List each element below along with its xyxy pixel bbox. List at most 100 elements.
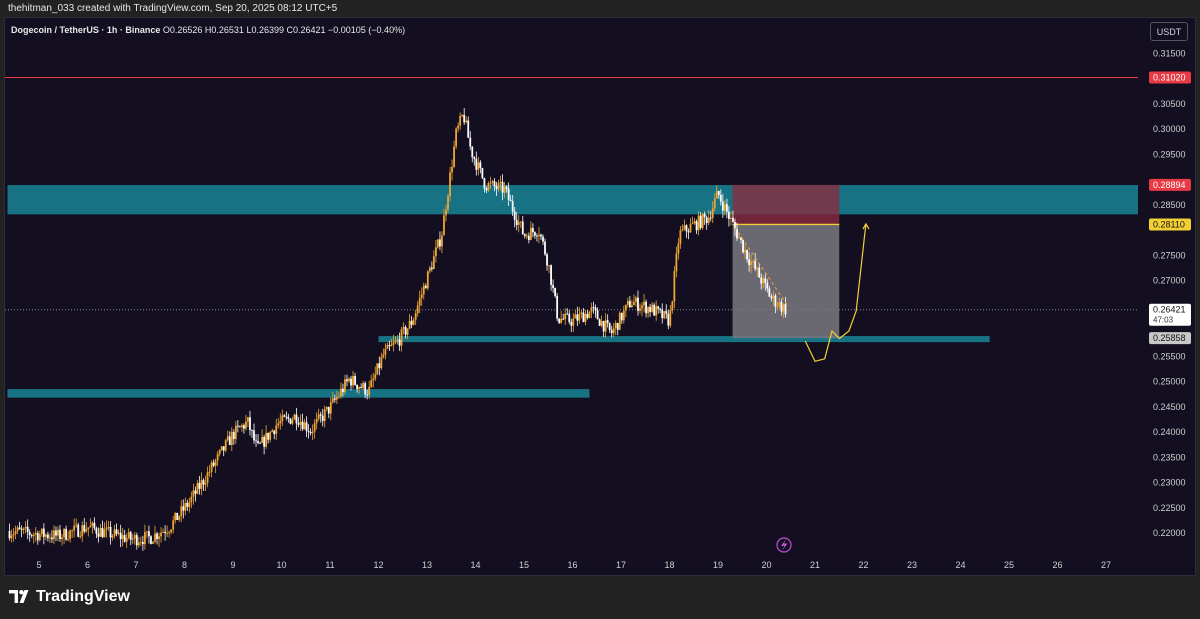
candle-body	[531, 227, 534, 233]
candle-body	[303, 422, 306, 430]
candle-body	[734, 221, 736, 229]
candle-body	[186, 502, 189, 507]
candle-body	[295, 414, 298, 424]
candle-body	[319, 414, 322, 416]
candle-body	[511, 201, 514, 212]
candle-body	[79, 536, 82, 538]
candle-body	[742, 239, 744, 253]
candle-body	[36, 532, 39, 541]
candle-body	[24, 526, 27, 529]
take-profit-box	[732, 224, 840, 339]
candle-body	[453, 146, 455, 167]
candle-body	[717, 191, 720, 196]
candle-body	[358, 387, 360, 389]
candle-body	[329, 402, 332, 414]
candle-body	[390, 344, 393, 347]
candle-body	[574, 314, 577, 319]
candle-body	[249, 417, 251, 431]
candle-body	[315, 418, 318, 424]
time-tick-label: 16	[567, 560, 577, 570]
price-badge	[1149, 332, 1191, 345]
candle-body	[558, 318, 561, 323]
time-tick-label: 6	[85, 560, 90, 570]
candle-body	[57, 529, 59, 536]
candle-body	[194, 490, 197, 494]
candle-body	[782, 304, 785, 312]
candle-body	[645, 301, 647, 314]
candle-body	[566, 313, 569, 315]
candle-body	[554, 288, 557, 296]
candle-body	[113, 529, 116, 536]
candle-body	[327, 406, 330, 414]
currency-button[interactable]: USDT	[1150, 22, 1188, 41]
candle-body	[495, 186, 498, 189]
time-tick-label: 14	[470, 560, 480, 570]
candle-body	[342, 388, 344, 393]
tradingview-logo-text[interactable]: TradingView	[36, 588, 130, 605]
candle-body	[748, 259, 751, 265]
candle-body	[196, 483, 199, 494]
candle-body	[188, 502, 191, 507]
candle-body	[699, 215, 702, 228]
candle-body	[85, 529, 88, 532]
candle-body	[18, 527, 21, 530]
candle-body	[212, 462, 215, 466]
candle-body	[340, 388, 342, 397]
candle-body	[764, 278, 767, 283]
candle-body	[604, 320, 607, 332]
candle-body	[534, 232, 536, 236]
candle-body	[245, 421, 247, 429]
candle-body	[521, 221, 524, 235]
price-axis: 0.31500 0.30500 0.30000 0.29500 0.28500 0.275…	[1153, 48, 1186, 538]
candle-body	[594, 307, 597, 311]
candle-body	[416, 305, 419, 314]
candle-body	[164, 531, 166, 534]
candle-body	[279, 421, 282, 424]
candle-body	[49, 537, 51, 539]
candle-body	[768, 288, 771, 297]
candle-body	[162, 531, 164, 533]
time-tick-label: 26	[1052, 560, 1062, 570]
candle-body	[222, 446, 225, 451]
candle-body	[271, 430, 274, 433]
countdown-timer: 47:03	[1153, 316, 1174, 325]
candle-body	[285, 416, 288, 418]
candle-body	[46, 534, 49, 539]
candle-body	[673, 271, 676, 302]
candle-body	[410, 320, 413, 325]
candle-body	[671, 301, 674, 311]
candle-body	[232, 432, 235, 440]
candle-body	[513, 211, 516, 220]
candle-body	[139, 542, 142, 543]
price-badge	[1149, 178, 1191, 191]
candle-body	[317, 414, 320, 419]
author-credit: thehitman_033 created with TradingView.c…	[8, 3, 338, 14]
candle-body	[661, 309, 664, 319]
candle-body	[772, 295, 775, 299]
chart-panel[interactable]	[4, 17, 1196, 576]
candle-body	[200, 480, 203, 489]
time-tick-label: 25	[1004, 560, 1014, 570]
tradingview-logo-icon[interactable]	[9, 590, 33, 604]
candle-body	[501, 181, 504, 193]
lightning-icon[interactable]	[776, 537, 792, 553]
candle-body	[394, 340, 397, 343]
candle-body	[273, 430, 276, 435]
candle-body	[406, 328, 409, 335]
candle-body	[461, 114, 464, 116]
candle-body	[687, 231, 690, 233]
candle-body	[402, 327, 405, 330]
candle-body	[778, 302, 781, 307]
candle-body	[166, 532, 169, 534]
short-position-tool	[732, 184, 840, 339]
candle-body	[105, 527, 108, 530]
candle-body	[38, 534, 41, 541]
candle-body	[507, 188, 510, 200]
candle-body	[69, 530, 72, 539]
price-tick-label: 0.22000	[1153, 528, 1186, 538]
candle-body	[368, 386, 371, 395]
upper-resistance-zone	[7, 185, 1139, 215]
candle-body	[776, 306, 779, 308]
candle-body	[584, 313, 587, 323]
